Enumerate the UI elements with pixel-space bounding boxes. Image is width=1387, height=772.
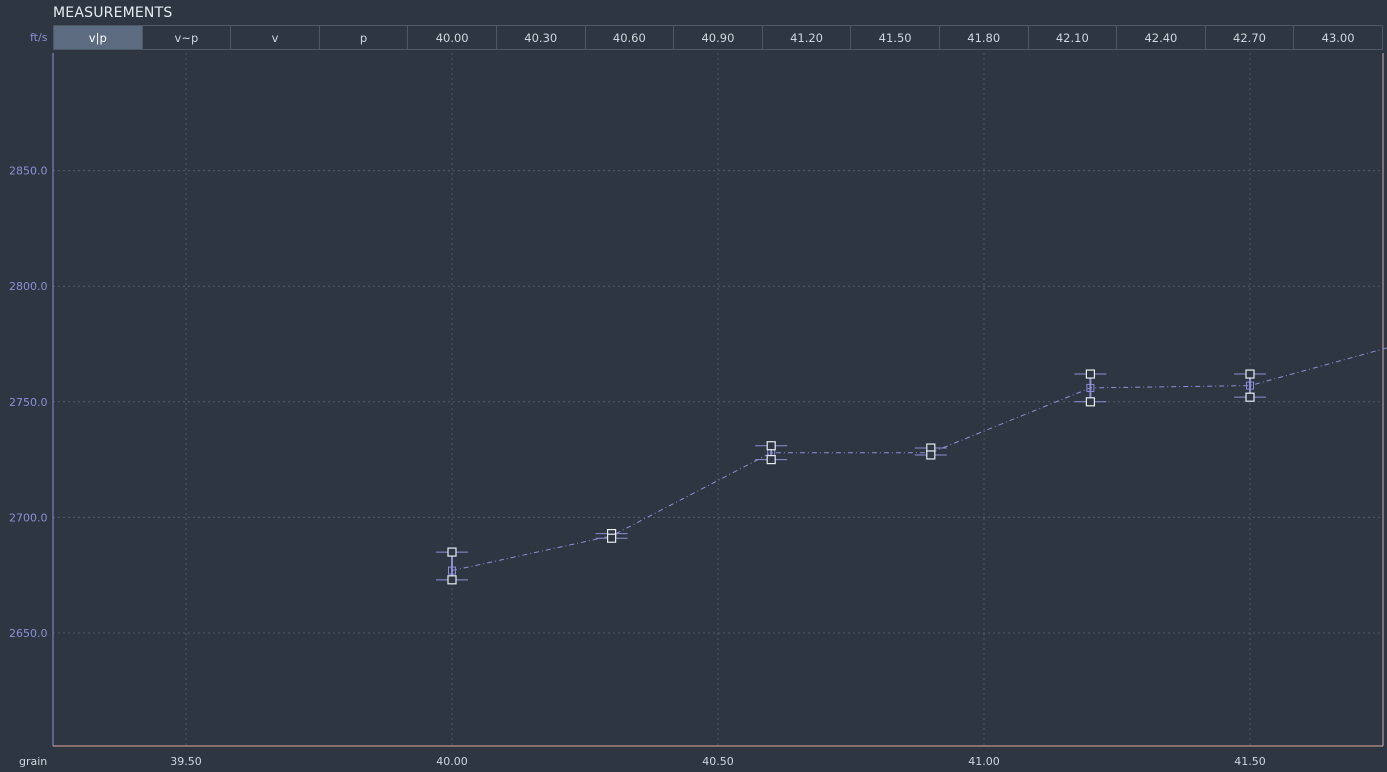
tab-7[interactable]: 40.90: [674, 26, 763, 49]
data-point: [595, 528, 628, 543]
mean-marker: [1246, 381, 1254, 390]
tab-8[interactable]: 41.20: [763, 26, 852, 49]
tab-3[interactable]: p: [320, 26, 409, 49]
data-point: [755, 441, 788, 465]
tab-11[interactable]: 42.10: [1029, 26, 1118, 49]
y-tick-label: 2750.0: [9, 396, 48, 409]
mean-marker: [448, 566, 456, 575]
tab-5[interactable]: 40.30: [497, 26, 586, 49]
tab-bar: v|p v~p v p 40.00 40.30 40.60 40.90 41.20 41.50 41…: [53, 25, 1383, 50]
y-tick-label: 2700.0: [9, 511, 48, 524]
tab-2[interactable]: v: [231, 26, 320, 49]
tab-13[interactable]: 42.70: [1206, 26, 1295, 49]
x-tick-label: 40.50: [702, 755, 734, 768]
min-marker: [1245, 392, 1255, 402]
page-title: MEASUREMENTS: [53, 5, 173, 21]
tab-1[interactable]: v~p: [143, 26, 232, 49]
y-axis-unit-label: ft/s: [30, 31, 48, 44]
x-tick-label: 39.50: [170, 755, 202, 768]
y-tick-label: 2850.0: [9, 165, 48, 178]
data-point: [436, 547, 468, 585]
y-tick-label: 2650.0: [9, 627, 48, 640]
data-point: [1234, 369, 1266, 402]
tab-10[interactable]: 41.80: [940, 26, 1029, 49]
x-tick-label: 40.00: [436, 755, 468, 768]
y-tick-label: 2800.0: [9, 280, 48, 293]
min-marker: [1085, 397, 1096, 407]
tab-4[interactable]: 40.00: [408, 26, 497, 49]
min-marker: [766, 455, 776, 465]
min-marker: [606, 533, 617, 543]
max-marker: [1085, 369, 1096, 379]
x-tick-label: 41.00: [968, 755, 1000, 768]
mean-marker: [1086, 383, 1095, 392]
tab-6[interactable]: 40.60: [586, 26, 675, 49]
max-marker: [1245, 369, 1255, 379]
tab-9[interactable]: 41.50: [851, 26, 940, 49]
x-tick-label: 41.50: [1234, 755, 1266, 768]
x-axis-label: grain: [19, 755, 47, 768]
tab-0[interactable]: v|p: [54, 26, 143, 49]
data-point: [1074, 369, 1107, 407]
max-marker: [766, 441, 776, 451]
data-point: [914, 443, 947, 460]
tab-14[interactable]: 43.00: [1321, 30, 1355, 45]
min-marker: [926, 450, 936, 460]
max-marker: [447, 547, 457, 557]
min-marker: [447, 575, 457, 585]
tab-12[interactable]: 42.40: [1117, 26, 1206, 49]
